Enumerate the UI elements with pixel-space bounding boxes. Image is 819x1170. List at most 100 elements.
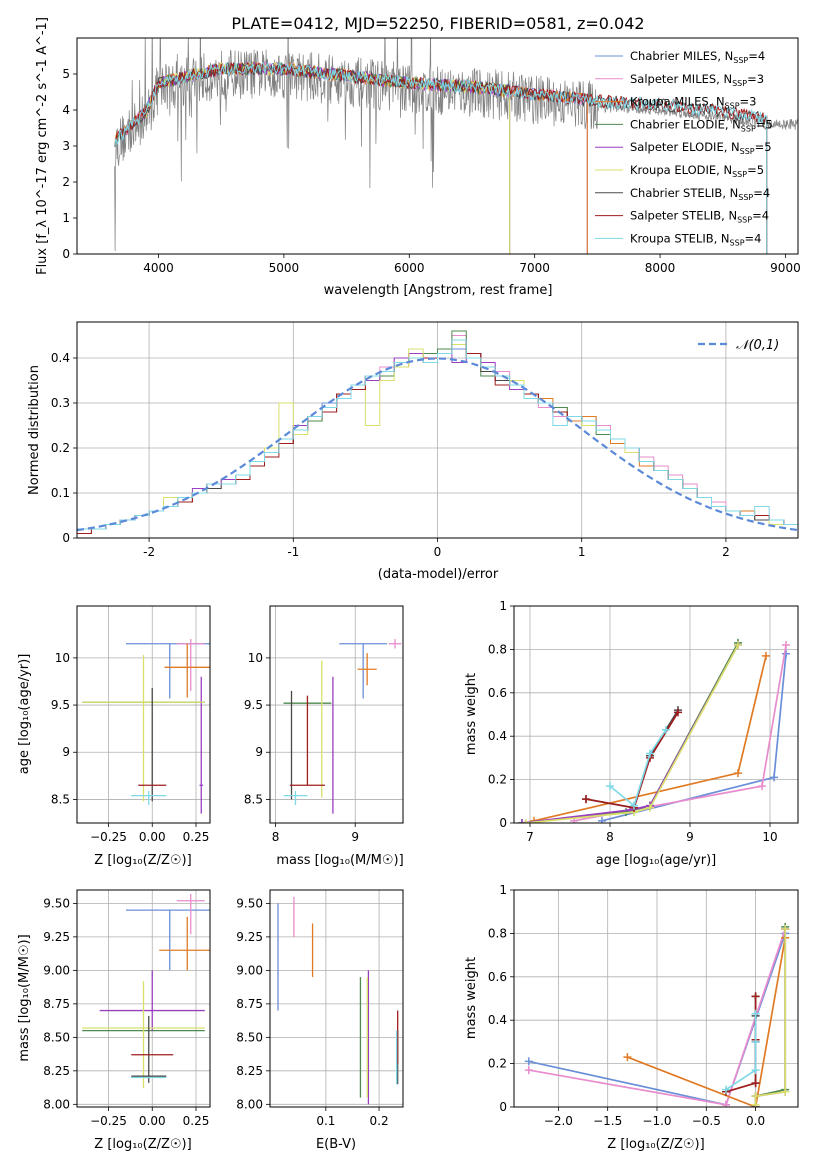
legend-value: =4 <box>752 209 769 223</box>
axes-mass_vs_Z: −0.25 0.00 0.25 8.00 8.25 8.50 8.75 9.00 9.25 9.5… <box>17 889 211 1152</box>
weight-marker-kroupa-miles <box>762 651 770 660</box>
y-tick-label: 9.50 <box>236 896 263 910</box>
y-tick-label: 0.6 <box>488 686 507 700</box>
spectrum-legend: Chabrier MILES, NSSP=4 Salpeter MILES, NS… <box>595 49 773 247</box>
y-tick-label: 8.50 <box>236 1030 263 1044</box>
y-tick-label: 0 <box>499 816 507 830</box>
legend-entry: Salpeter MILES, NSSP=3 <box>630 72 764 88</box>
y-axis-label: mass weight <box>464 957 479 1039</box>
y-tick-label: 9.5 <box>51 698 70 712</box>
weight-marker-kroupa-elodie <box>781 1087 790 1096</box>
x-tick-label: 9000 <box>770 261 801 275</box>
y-tick-label: 0 <box>499 1100 507 1114</box>
axes-frame <box>269 889 404 1108</box>
axes-frame <box>269 605 404 824</box>
weight-line-kroupa-stelib <box>609 729 667 808</box>
histogram-kroupa-stelib <box>77 339 798 530</box>
y-tick-label: 9.00 <box>43 963 70 977</box>
spectrum-plot-area <box>114 38 798 254</box>
model-line-kroupa-stelib <box>114 61 768 254</box>
y-tick-label: 10 <box>248 651 263 665</box>
y-tick-label: 8.75 <box>236 997 263 1011</box>
y-tick-label: 8.75 <box>43 997 70 1011</box>
axes-spectrum: 4000 5000 6000 7000 8000 9000 0 1 2 3 4 5 wavelength… <box>35 17 801 298</box>
x-tick-label: 4000 <box>143 261 174 275</box>
legend-value: =5 <box>755 140 772 154</box>
weight-marker-chabrier-miles <box>770 773 778 782</box>
x-tick-label: −2.0 <box>544 1114 573 1128</box>
x-tick-label: 0.00 <box>139 1114 166 1128</box>
y-tick-label: 9.25 <box>43 930 70 944</box>
legend-entry: Salpeter STELIB, NSSP=4 <box>630 209 769 225</box>
weight-line-salpeter-stelib <box>585 711 679 809</box>
y-tick-label: 9.25 <box>236 930 263 944</box>
weight-marker-salpeter-miles <box>524 1066 533 1075</box>
x-tick-label: −0.25 <box>90 830 127 844</box>
legend-subscript: SSP <box>732 170 747 179</box>
weight-marker-salpeter-miles <box>782 641 790 650</box>
weight-marker-kroupa-elodie <box>751 1092 760 1101</box>
y-tick-label: 8.5 <box>51 792 70 806</box>
x-tick-label: −0.5 <box>692 1114 721 1128</box>
weight-line-kroupa-elodie <box>525 644 739 823</box>
weight-line-kroupa-miles <box>627 937 787 1107</box>
weight-marker-salpeter-miles <box>758 782 766 791</box>
legend-entry: Chabrier MILES, NSSP=4 <box>630 49 765 65</box>
legend-subscript: SSP <box>733 56 748 65</box>
x-tick-label: 0 <box>434 545 442 559</box>
y-tick-label: 1 <box>62 211 70 225</box>
weight-marker-kroupa-stelib <box>630 801 638 810</box>
y-tick-label: 0.1 <box>51 486 70 500</box>
y-tick-label: 0.4 <box>488 1013 507 1027</box>
x-axis-label: E(B-V) <box>316 1137 356 1152</box>
legend-subscript: SSP <box>732 79 747 88</box>
weight-marker-kroupa-elodie <box>734 641 742 650</box>
y-tick-label: 0.4 <box>51 351 70 365</box>
weight-marker-salpeter-stelib <box>751 1079 760 1088</box>
legend-entry: Chabrier ELODIE, NSSP=5 <box>630 117 773 133</box>
weight-line-salpeter-miles <box>573 644 787 822</box>
weight-line-chabrier-miles <box>601 653 787 822</box>
legend-value: =3 <box>747 72 764 86</box>
mass_weight_vs_Z-plot-area <box>524 922 790 1107</box>
y-tick-label: 9.00 <box>236 963 263 977</box>
y-tick-label: 9.50 <box>43 896 70 910</box>
axes-mass_vs_EBV: 0.1 0.2 8.00 8.25 8.50 8.75 9.00 9.25 9.50 E(B-V) <box>236 889 404 1152</box>
legend-value: =5 <box>756 117 773 131</box>
legend-value: =5 <box>747 163 764 177</box>
weight-line-kroupa-stelib <box>725 1013 757 1091</box>
y-tick-label: 5 <box>62 67 70 81</box>
x-tick-label: −1.0 <box>642 1114 671 1128</box>
weight-marker-kroupa-stelib <box>722 1085 731 1094</box>
x-tick-label: 6000 <box>394 261 425 275</box>
legend-entry: Salpeter ELODIE, NSSP=5 <box>630 140 772 156</box>
weight-marker-chabrier-miles <box>524 1057 533 1066</box>
legend-subscript: SSP <box>741 124 756 133</box>
y-axis-label: Flux [f_λ 10^-17 erg cm^-2 s^-1 A^-1] <box>35 17 50 275</box>
x-axis-label: Z [log₁₀(Z/Z☉)] <box>94 1137 191 1152</box>
axes-frame <box>76 321 799 539</box>
legend-entry: Kroupa ELODIE, NSSP=5 <box>630 163 764 179</box>
mass_vs_EBV-plot-area <box>277 896 399 1105</box>
weight-line-kroupa-elodie <box>754 929 787 1105</box>
y-axis-label: mass weight <box>464 673 479 755</box>
x-tick-label: 0.25 <box>183 1114 210 1128</box>
y-tick-label: 8.25 <box>43 1064 70 1078</box>
legend-value: =4 <box>745 231 762 245</box>
x-tick-label: 9 <box>351 830 359 844</box>
y-tick-label: 4 <box>62 103 70 117</box>
weight-marker-kroupa-miles <box>623 1053 632 1062</box>
x-tick-label: −0.25 <box>90 1114 127 1128</box>
y-tick-label: 8.25 <box>236 1064 263 1078</box>
weight-marker-salpeter-stelib <box>674 708 682 717</box>
legend-subscript: SSP <box>725 102 740 111</box>
y-tick-label: 10 <box>55 651 70 665</box>
y-tick-label: 3 <box>62 139 70 153</box>
mass_vs_Z-plot-area <box>82 894 210 1089</box>
legend-value: =3 <box>740 95 757 109</box>
data-spectrum-line <box>114 38 798 252</box>
y-axis-label: age [log₁₀(age/yr)] <box>17 654 32 775</box>
y-axis-label: Normed distribution <box>27 365 42 495</box>
x-axis-label: mass [log₁₀(M/M☉)] <box>276 853 403 868</box>
